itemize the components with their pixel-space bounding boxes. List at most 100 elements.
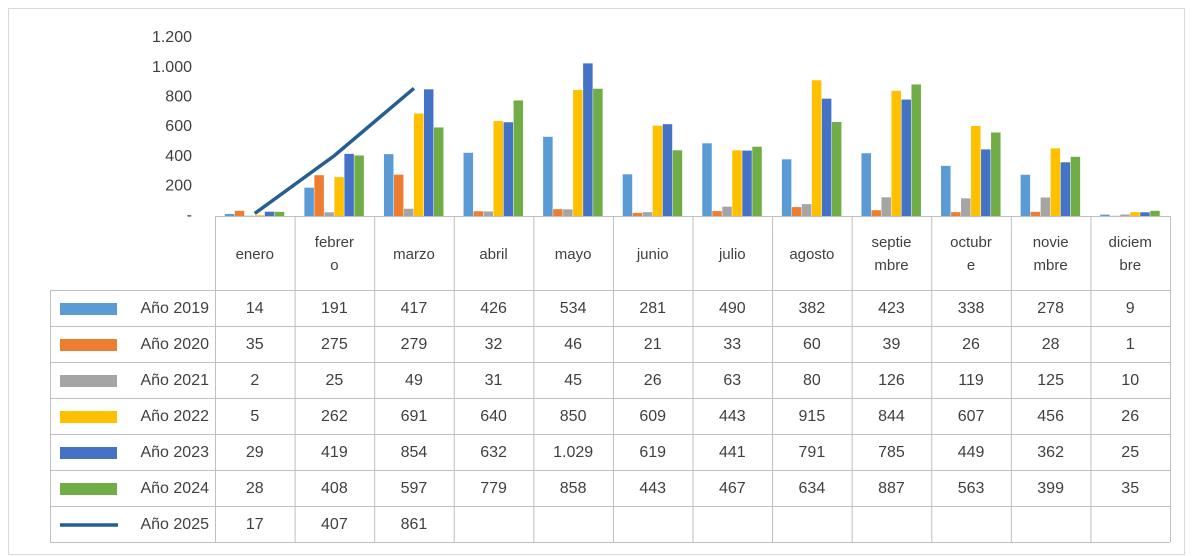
legend-label: Año 2022 [140, 408, 209, 425]
table-cell: 449 [958, 444, 985, 461]
table-cell: 850 [560, 408, 587, 425]
bar [513, 100, 524, 216]
table-cell: 490 [719, 300, 746, 317]
table-cell: 607 [958, 408, 985, 425]
table-cell: 26 [1121, 408, 1139, 425]
bar [304, 187, 314, 216]
table-cell: 25 [1121, 444, 1139, 461]
bar [543, 136, 553, 216]
bar [224, 213, 235, 216]
legend-key [60, 375, 117, 387]
bar [991, 132, 1001, 216]
bar [961, 198, 971, 216]
x-tick-label: abril [479, 245, 508, 263]
table-cell: 80 [803, 372, 821, 389]
table-cell: 407 [321, 516, 348, 533]
bar [334, 177, 344, 216]
bar [971, 125, 981, 216]
bar [583, 63, 593, 216]
table-cell: 35 [246, 336, 264, 353]
bar [1060, 162, 1071, 216]
legend-label: Año 2021 [140, 372, 209, 389]
x-tick-label: julio [718, 245, 746, 263]
table-cell: 619 [639, 444, 666, 461]
bar [871, 210, 881, 216]
table-cell: 21 [644, 336, 662, 353]
bar [553, 209, 563, 216]
bar [383, 154, 394, 216]
table-cell: 785 [878, 444, 905, 461]
bar [632, 212, 643, 216]
bar [403, 208, 414, 216]
bar [801, 204, 812, 216]
x-tick-label: junio [636, 245, 669, 263]
bar [483, 211, 494, 216]
table-cell: 609 [639, 408, 666, 425]
x-tick-label: mayo [554, 245, 592, 263]
table-cell: 634 [799, 480, 826, 497]
table-cell: 399 [1037, 480, 1064, 497]
legend-label: Año 2020 [140, 336, 209, 353]
x-tick-label: enero [235, 245, 274, 263]
table-cell: 691 [401, 408, 428, 425]
table-cell: 46 [564, 336, 582, 353]
table-cell: 640 [480, 408, 507, 425]
table-cell: 33 [723, 336, 741, 353]
bar [324, 212, 334, 216]
bar [941, 165, 951, 216]
bar [1030, 211, 1041, 216]
table-cell: 278 [1037, 300, 1064, 317]
y-tick-label: 1.200 [152, 29, 192, 46]
table-cell: 441 [719, 444, 746, 461]
table-cell: 28 [246, 480, 264, 497]
bar [642, 212, 653, 216]
table-cell: 456 [1037, 408, 1064, 425]
bar [881, 197, 891, 216]
x-tick-label: diciembre [1108, 234, 1152, 274]
table-cell: 5 [250, 408, 259, 425]
x-tick-label: febrero [314, 234, 354, 274]
table-cell: 915 [799, 408, 826, 425]
bar [1100, 214, 1110, 216]
bar [901, 99, 911, 216]
bar [951, 212, 961, 216]
table-cell: 28 [1042, 336, 1060, 353]
bar [821, 98, 832, 216]
table-cell: 382 [799, 300, 826, 317]
bar [891, 90, 901, 216]
bar [672, 150, 683, 216]
table-cell: 417 [401, 300, 428, 317]
table-cell: 779 [480, 480, 507, 497]
bar [563, 209, 573, 216]
table-cell: 32 [485, 336, 503, 353]
table-cell: 31 [485, 372, 503, 389]
table-cell: 1.029 [553, 444, 593, 461]
table-cell: 844 [878, 408, 905, 425]
table-cell: 1 [1126, 336, 1135, 353]
y-tick-label: 400 [165, 148, 192, 165]
table-cell: 63 [723, 372, 741, 389]
legend-label: Año 2023 [140, 444, 209, 461]
bar [493, 121, 504, 216]
table-cell: 14 [246, 300, 264, 317]
x-tick-label: septiembre [871, 234, 912, 274]
bar [314, 175, 324, 216]
table-cell: 423 [878, 300, 905, 317]
bar [722, 206, 732, 216]
table-cell: 281 [639, 300, 666, 317]
table-cell: 35 [1121, 480, 1139, 497]
bar [742, 150, 752, 216]
x-tick-label: octubre [950, 234, 992, 274]
table-cell: 119 [958, 372, 984, 389]
bar [344, 153, 354, 216]
x-tick-label: agosto [789, 245, 835, 263]
table-cell: 60 [803, 336, 821, 353]
bar [981, 149, 991, 216]
bar [1020, 174, 1031, 216]
bar [354, 155, 364, 216]
bar [831, 121, 842, 216]
table-cell: 26 [644, 372, 662, 389]
table-cell: 279 [401, 336, 428, 353]
